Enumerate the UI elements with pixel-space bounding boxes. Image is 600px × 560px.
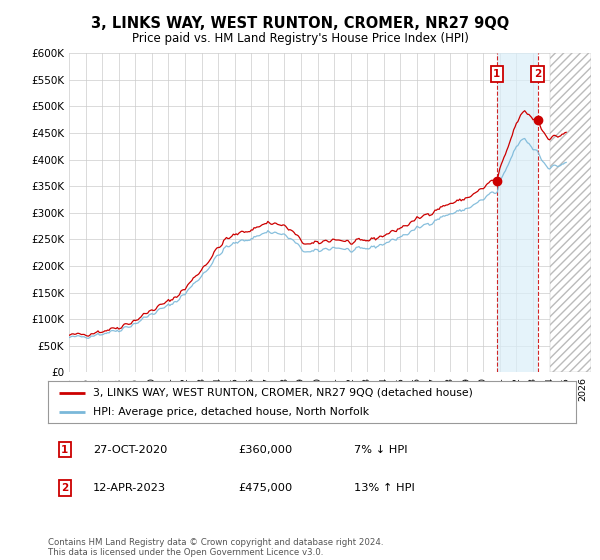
Text: 1: 1 [61,445,68,455]
Text: 13% ↑ HPI: 13% ↑ HPI [354,483,415,493]
Text: 1: 1 [493,69,500,79]
Text: Price paid vs. HM Land Registry's House Price Index (HPI): Price paid vs. HM Land Registry's House … [131,31,469,45]
Text: HPI: Average price, detached house, North Norfolk: HPI: Average price, detached house, Nort… [93,407,369,417]
Text: 3, LINKS WAY, WEST RUNTON, CROMER, NR27 9QQ (detached house): 3, LINKS WAY, WEST RUNTON, CROMER, NR27 … [93,388,473,398]
Text: 2: 2 [534,69,541,79]
Bar [550,53,591,372]
Text: 12-APR-2023: 12-APR-2023 [93,483,166,493]
Text: 7% ↓ HPI: 7% ↓ HPI [354,445,408,455]
Text: Contains HM Land Registry data © Crown copyright and database right 2024.
This d: Contains HM Land Registry data © Crown c… [48,538,383,557]
Text: 3, LINKS WAY, WEST RUNTON, CROMER, NR27 9QQ: 3, LINKS WAY, WEST RUNTON, CROMER, NR27 … [91,16,509,31]
Text: £360,000: £360,000 [238,445,292,455]
Text: £475,000: £475,000 [238,483,292,493]
Bar [497,53,538,372]
Text: 27-OCT-2020: 27-OCT-2020 [93,445,167,455]
Text: 2: 2 [61,483,68,493]
